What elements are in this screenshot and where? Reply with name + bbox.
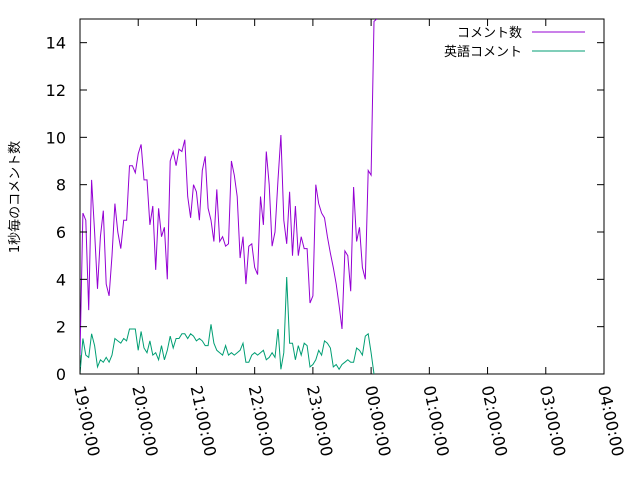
y-tick-label: 12	[46, 81, 66, 100]
x-tick-label: 19:00:00	[70, 384, 104, 458]
y-tick-label: 10	[46, 128, 66, 147]
x-tick-label: 20:00:00	[128, 384, 162, 458]
y-tick-label: 2	[56, 318, 66, 337]
y-tick-label: 0	[56, 365, 66, 384]
y-tick-label: 14	[46, 34, 66, 53]
x-tick-label: 23:00:00	[303, 384, 337, 458]
y-axis-label: 1秒毎のコメント数	[7, 141, 23, 253]
legend-label: コメント数	[457, 26, 522, 41]
x-tick-label: 22:00:00	[245, 384, 279, 458]
legend-label: 英語コメント	[444, 44, 522, 60]
x-tick-label: 01:00:00	[419, 384, 453, 458]
x-tick-label: 21:00:00	[187, 384, 221, 458]
series-line-0	[80, 19, 378, 356]
y-tick-label: 6	[56, 223, 66, 242]
y-tick-label: 4	[56, 270, 66, 289]
x-tick-label: 00:00:00	[361, 384, 395, 458]
plot-frame	[79, 18, 605, 375]
y-axis: 0 2 4 6 8 10 12 14	[46, 34, 604, 384]
series-layer	[80, 19, 378, 374]
series-line-1	[80, 276, 375, 374]
x-tick-label: 02:00:00	[478, 384, 512, 458]
plot-border	[79, 18, 605, 375]
x-tick-label: 03:00:00	[536, 384, 570, 458]
x-tick-label: 04:00:00	[594, 384, 628, 458]
x-axis: 19:00:00 20:00:00 21:00:00 22:00:00 23:00:00…	[70, 19, 628, 458]
y-tick-label: 8	[56, 176, 66, 195]
